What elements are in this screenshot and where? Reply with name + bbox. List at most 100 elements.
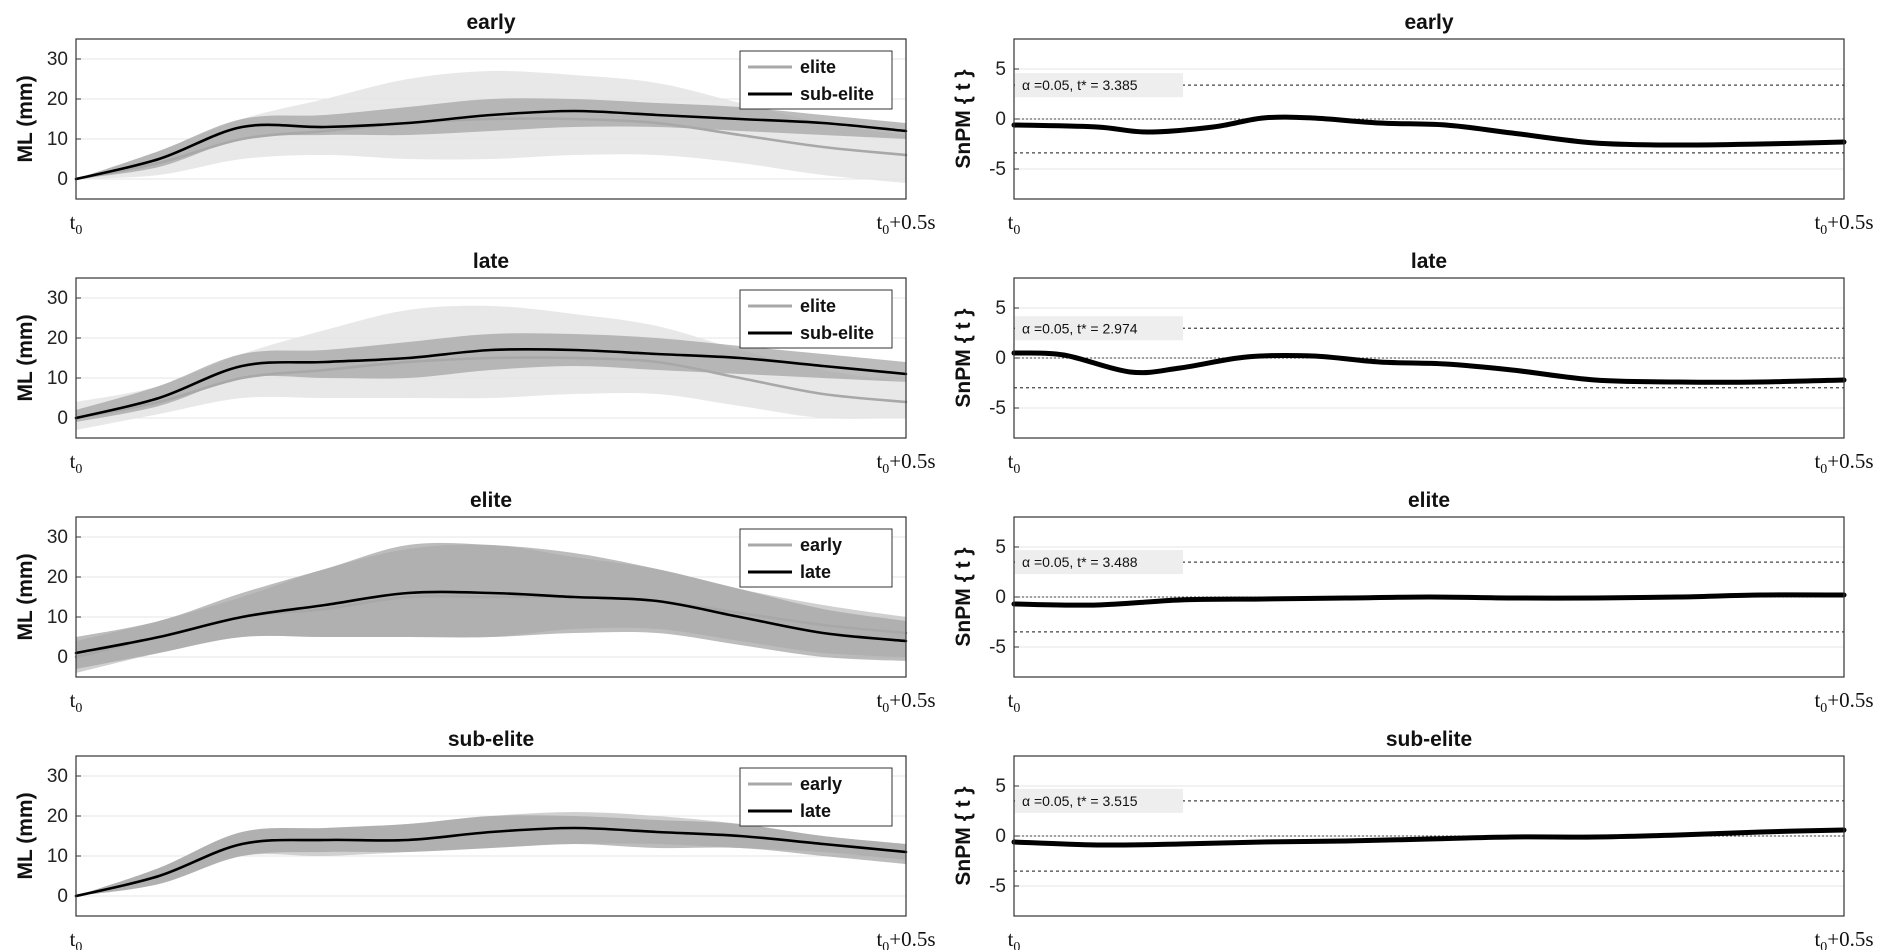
series-line-sub-elite bbox=[74, 347, 908, 420]
y-tick-label: -5 bbox=[989, 637, 1006, 658]
legend-label-early: early bbox=[800, 535, 842, 555]
x-tick-label-end: t0+0.5s bbox=[1814, 927, 1873, 950]
y-tick-label: 0 bbox=[995, 826, 1006, 847]
y-tick-label: -5 bbox=[989, 159, 1006, 180]
series-line-late bbox=[74, 826, 908, 898]
subplot-title: elite bbox=[1408, 489, 1450, 512]
annotation-box bbox=[1015, 788, 1183, 813]
y-tick-label: 0 bbox=[995, 587, 1006, 608]
series-line-snpm bbox=[1011, 592, 1847, 608]
y-tick-label: 5 bbox=[995, 59, 1006, 80]
series-line-snpm bbox=[1011, 114, 1847, 148]
y-tick-label: 30 bbox=[47, 49, 68, 70]
subplot-2-snpm: late SnPM { t } -5 0 5 α =0.05, t* = 2.974 t0 t… bbox=[952, 250, 1874, 477]
y-axis-label: ML (mm) bbox=[14, 792, 37, 879]
subplot-title: late bbox=[473, 250, 509, 273]
annotation-box bbox=[1015, 316, 1183, 341]
series-line-elite bbox=[74, 117, 908, 181]
x-tick-label-end: t0+0.5s bbox=[876, 688, 935, 716]
x-tick-label-start: t0 bbox=[70, 688, 83, 716]
legend: early late bbox=[739, 528, 893, 588]
subplot-title: sub-elite bbox=[1386, 728, 1472, 751]
annotation-box bbox=[1015, 550, 1183, 575]
x-tick-label-start: t0 bbox=[1008, 927, 1021, 950]
subplot-title: early bbox=[466, 11, 515, 34]
threshold-annotation: α =0.05, t* = 3.488 bbox=[1022, 554, 1138, 570]
y-tick-label: 0 bbox=[57, 886, 68, 907]
x-tick-label-end: t0+0.5s bbox=[876, 927, 935, 950]
subplot-1-ml: early ML (mm) 0 10 20 30 t0 t0+0.5s elite sub-eli… bbox=[14, 11, 936, 238]
axes-frame bbox=[1013, 755, 1845, 917]
y-tick-label: 5 bbox=[995, 537, 1006, 558]
x-tick-label-start: t0 bbox=[1008, 688, 1021, 716]
y-tick-label: 0 bbox=[57, 408, 68, 429]
threshold-annotation: α =0.05, t* = 3.515 bbox=[1022, 793, 1138, 809]
confidence-band-late bbox=[76, 815, 906, 896]
legend: elite sub-elite bbox=[739, 289, 893, 349]
subplot-3-ml: elite ML (mm) 0 10 20 30 t0 t0+0.5s early late bbox=[14, 489, 936, 716]
threshold-annotation: α =0.05, t* = 3.385 bbox=[1022, 77, 1138, 93]
y-axis-label: ML (mm) bbox=[14, 553, 37, 640]
axes-frame bbox=[1013, 277, 1845, 439]
subplot-4-ml: sub-elite ML (mm) 0 10 20 30 t0 t0+0.5s early lat… bbox=[14, 728, 936, 950]
y-tick-label: -5 bbox=[989, 398, 1006, 419]
x-tick-label-end: t0+0.5s bbox=[1814, 210, 1873, 238]
y-tick-label: 30 bbox=[47, 527, 68, 548]
y-axis-label: ML (mm) bbox=[14, 75, 37, 162]
x-tick-label-end: t0+0.5s bbox=[876, 449, 935, 477]
y-tick-label: 20 bbox=[47, 806, 68, 827]
axes-frame bbox=[75, 277, 907, 439]
y-tick-label: 0 bbox=[995, 109, 1006, 130]
x-tick-label-start: t0 bbox=[1008, 210, 1021, 238]
legend-label-early: early bbox=[800, 774, 842, 794]
legend: early late bbox=[739, 767, 893, 827]
series-line-snpm bbox=[1011, 350, 1847, 385]
series-line-elite bbox=[74, 356, 908, 420]
y-axis-label: SnPM { t } bbox=[952, 308, 975, 407]
y-axis-label: SnPM { t } bbox=[952, 69, 975, 168]
y-tick-label: 30 bbox=[47, 766, 68, 787]
legend-label-late: late bbox=[800, 801, 831, 821]
subplot-3-snpm: elite SnPM { t } -5 0 5 α =0.05, t* = 3.488 t0… bbox=[952, 489, 1874, 716]
y-tick-label: 5 bbox=[995, 298, 1006, 319]
legend-label-sub-elite: sub-elite bbox=[800, 84, 874, 104]
y-tick-label: 10 bbox=[47, 368, 68, 389]
y-axis-label: SnPM { t } bbox=[952, 547, 975, 646]
axes-frame bbox=[75, 38, 907, 200]
y-tick-label: 10 bbox=[47, 846, 68, 867]
series-line-snpm bbox=[1011, 827, 1847, 848]
annotation-box bbox=[1015, 73, 1183, 98]
legend-box bbox=[739, 50, 893, 110]
axes-frame bbox=[1013, 516, 1845, 678]
y-tick-label: 5 bbox=[995, 776, 1006, 797]
y-axis-label: SnPM { t } bbox=[952, 786, 975, 885]
x-tick-label-end: t0+0.5s bbox=[1814, 688, 1873, 716]
x-tick-label-start: t0 bbox=[70, 927, 83, 950]
y-tick-label: 10 bbox=[47, 607, 68, 628]
subplot-1-snpm: early SnPM { t } -5 0 5 α =0.05, t* = 3.385 t0… bbox=[952, 11, 1874, 238]
legend-box bbox=[739, 289, 893, 349]
subplot-title: late bbox=[1411, 250, 1447, 273]
y-tick-label: -5 bbox=[989, 876, 1006, 897]
threshold-annotation: α =0.05, t* = 2.974 bbox=[1022, 320, 1138, 336]
legend-box bbox=[739, 767, 893, 827]
y-tick-label: 20 bbox=[47, 328, 68, 349]
legend-label-elite: elite bbox=[800, 296, 836, 316]
subplot-title: early bbox=[1404, 11, 1453, 34]
axes-frame bbox=[75, 516, 907, 678]
subplot-title: elite bbox=[470, 489, 512, 512]
legend-label-sub-elite: sub-elite bbox=[800, 323, 874, 343]
y-axis-label: ML (mm) bbox=[14, 314, 37, 401]
y-tick-label: 0 bbox=[57, 169, 68, 190]
x-tick-label-start: t0 bbox=[1008, 449, 1021, 477]
y-tick-label: 20 bbox=[47, 89, 68, 110]
confidence-band-late bbox=[76, 542, 906, 669]
legend-box bbox=[739, 528, 893, 588]
x-tick-label-end: t0+0.5s bbox=[876, 210, 935, 238]
axes-frame bbox=[1013, 38, 1845, 200]
y-tick-label: 20 bbox=[47, 567, 68, 588]
series-line-late bbox=[74, 590, 908, 655]
series-line-sub-elite bbox=[74, 109, 908, 181]
x-tick-label-start: t0 bbox=[70, 449, 83, 477]
